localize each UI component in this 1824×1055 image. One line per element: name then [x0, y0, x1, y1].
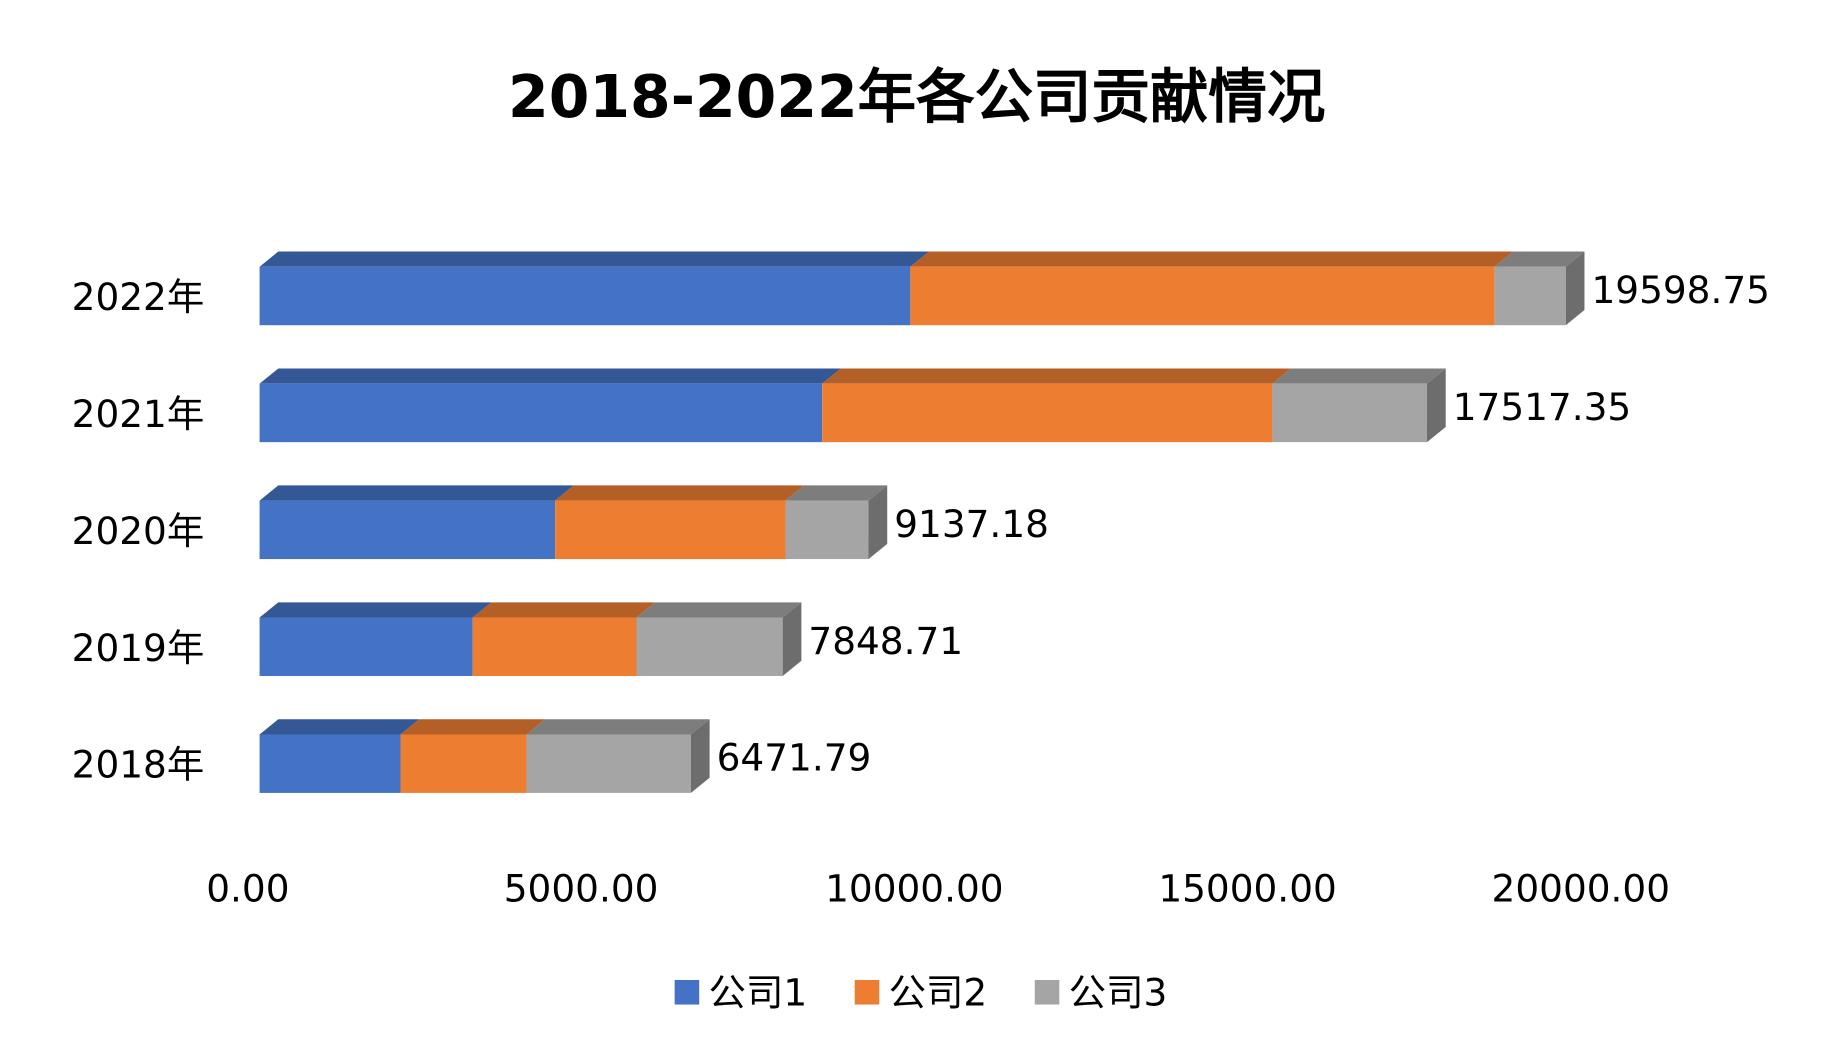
bar-segment-公司1: [259, 617, 473, 676]
legend-label: 公司2: [889, 971, 988, 1015]
bar-top-公司1: [259, 368, 841, 384]
bar-segment-公司3: [526, 734, 691, 793]
bar-side: [690, 719, 710, 793]
total-data-label: 19598.75: [1591, 268, 1769, 312]
bar-segment-公司1: [259, 266, 911, 326]
bar-top-公司3: [636, 602, 802, 618]
legend-swatch-公司1: [674, 979, 700, 1005]
bar-side: [868, 485, 888, 560]
legend-label: 公司1: [709, 971, 808, 1015]
bar-side: [1565, 251, 1585, 326]
bar-top-公司3: [526, 719, 710, 735]
legend-label: 公司3: [1069, 971, 1168, 1015]
category-label: 2020年: [72, 509, 205, 553]
bar-top-公司3: [785, 485, 888, 501]
legend-swatch-公司2: [854, 979, 880, 1005]
total-data-label: 17517.35: [1453, 385, 1631, 429]
category-label: 2018年: [72, 743, 205, 787]
bar-segment-公司3: [636, 617, 783, 676]
bar-top-公司2: [472, 602, 656, 618]
x-tick-label: 10000.00: [825, 867, 1003, 911]
chart-title: 2018-2022年各公司贡献情况: [508, 63, 1325, 131]
bars: 2022年 19598.75 2021年 17517.35 2020年 9137.18 20…: [72, 251, 1770, 793]
x-tick-label: 15000.00: [1158, 867, 1336, 911]
bar-top-公司1: [259, 485, 574, 501]
bar-segment-公司3: [1494, 266, 1566, 326]
bar-segment-公司2: [400, 734, 527, 793]
bar-side: [1427, 368, 1446, 443]
x-axis-ticks: 0.00 5000.00 10000.00 15000.00 20000.00: [206, 867, 1670, 911]
bar-top-公司2: [400, 719, 546, 735]
x-tick-label: 20000.00: [1492, 867, 1670, 911]
bar-top-公司3: [1494, 251, 1585, 267]
bar-segment-公司2: [555, 500, 786, 560]
bar-top-公司1: [259, 602, 492, 618]
x-tick-label: 5000.00: [504, 867, 659, 911]
total-data-label: 7848.71: [808, 619, 963, 663]
total-data-label: 6471.79: [717, 736, 872, 780]
x-tick-label: 0.00: [206, 867, 289, 911]
category-label: 2021年: [72, 392, 205, 436]
bar-segment-公司3: [1272, 383, 1428, 443]
bar-segment-公司2: [910, 266, 1495, 326]
bar-segment-公司1: [259, 734, 401, 793]
bar-top-公司1: [259, 719, 420, 735]
bar-segment-公司2: [822, 383, 1273, 443]
bar-side: [782, 602, 802, 676]
bar-top-公司2: [910, 251, 1514, 267]
bar-segment-公司1: [259, 500, 556, 560]
category-label: 2019年: [72, 626, 205, 670]
legend: 公司1 公司2 公司3: [674, 971, 1168, 1015]
legend-swatch-公司3: [1034, 979, 1060, 1005]
bar-top-公司2: [555, 485, 805, 501]
total-data-label: 9137.18: [894, 502, 1049, 546]
bar-segment-公司3: [785, 500, 869, 560]
bar-segment-公司2: [472, 617, 637, 676]
bar-top-公司2: [822, 368, 1292, 384]
category-label: 2022年: [72, 275, 205, 319]
bar-top-公司3: [1272, 368, 1446, 384]
bar-top-公司1: [259, 251, 930, 267]
bar-segment-公司1: [259, 383, 823, 443]
